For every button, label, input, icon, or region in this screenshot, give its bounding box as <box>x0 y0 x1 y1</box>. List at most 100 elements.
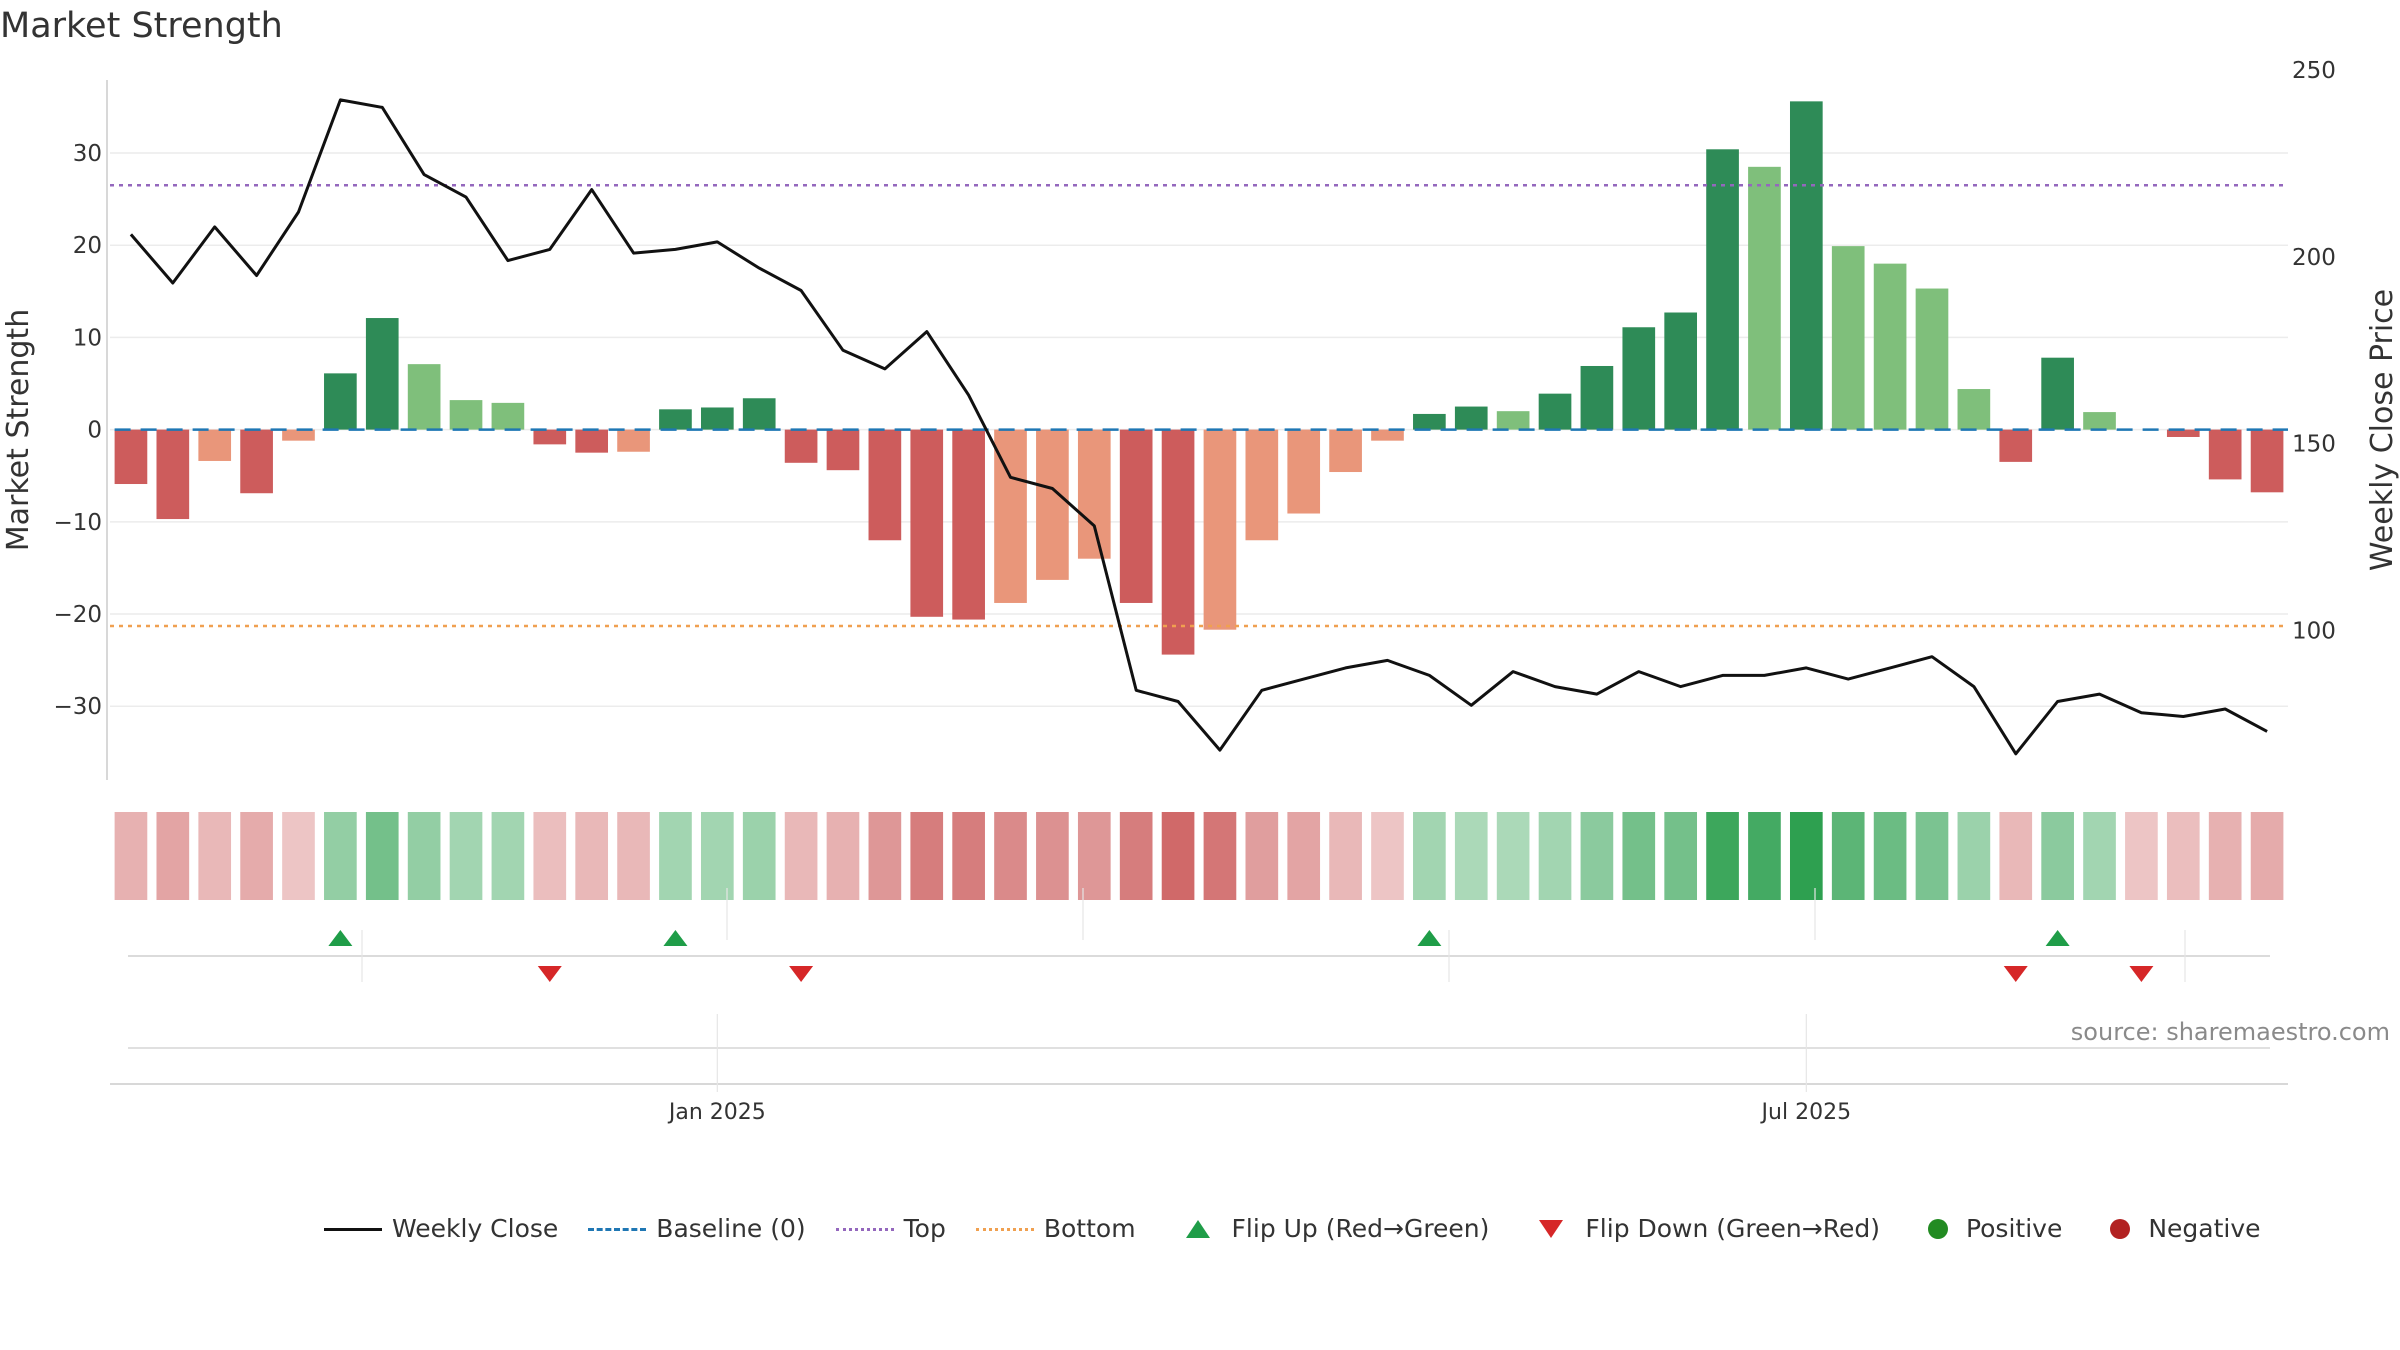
strength-bar <box>1371 429 1404 441</box>
heat-cell <box>1287 812 1321 900</box>
legend-label: Baseline (0) <box>656 1214 806 1243</box>
heat-cell <box>952 812 985 900</box>
strength-bar <box>449 400 483 430</box>
y-tick-label: 30 <box>73 141 102 167</box>
heat-cell <box>2125 812 2158 900</box>
strength-bar <box>1999 429 2033 462</box>
strength-bar <box>2208 429 2242 480</box>
legend-label: Weekly Close <box>392 1214 559 1243</box>
strength-bar <box>1329 429 1362 473</box>
strength-bar <box>826 429 860 471</box>
heat-cell <box>994 812 1027 900</box>
strength-bar <box>2041 357 2074 430</box>
legend-item-top[interactable]: Top <box>832 1214 946 1243</box>
heat-cell <box>868 812 902 900</box>
heat-cell <box>2250 812 2284 900</box>
strength-bar <box>868 429 902 541</box>
strength-bar <box>1789 101 1823 430</box>
reference-lines <box>110 184 2288 628</box>
flip-up-marker <box>328 930 353 946</box>
legend-item-flip-down[interactable]: Flip Down (Green→Red) <box>1515 1214 1880 1243</box>
heat-cell <box>1245 812 1279 900</box>
y2-tick-label: 100 <box>2292 619 2336 645</box>
heat-cell <box>1161 812 1195 900</box>
strength-bar <box>533 429 567 445</box>
strength-bar <box>1036 429 1069 580</box>
flip-up-marker <box>1417 930 1442 946</box>
heat-cell <box>1329 812 1362 900</box>
legend-item-bottom[interactable]: Bottom <box>972 1214 1136 1243</box>
heat-cell <box>2083 812 2116 900</box>
heat-cell <box>1119 812 1153 900</box>
strength-bar <box>1077 429 1111 559</box>
flip-up-marker <box>663 930 688 946</box>
strength-bar <box>2166 429 2200 437</box>
strength-bar <box>1203 429 1237 630</box>
legend-item-positive[interactable]: Positive <box>1906 1214 2062 1243</box>
heat-cell <box>533 812 567 900</box>
strength-bar <box>1413 413 1446 430</box>
legend-dotted-line-icon <box>832 1219 894 1239</box>
chart-title: Market Strength <box>0 6 283 46</box>
legend-item-weekly-close[interactable]: Weekly Close <box>320 1214 558 1243</box>
heat-cell <box>1999 812 2033 900</box>
strength-heatmap-strip <box>114 812 2284 900</box>
strength-bar <box>198 429 232 461</box>
heat-cell <box>282 812 315 900</box>
legend-label: Negative <box>2148 1214 2261 1243</box>
heat-cell <box>156 812 190 900</box>
strength-bar <box>2250 429 2284 493</box>
strength-bar <box>1915 288 1949 430</box>
heat-cell <box>198 812 232 900</box>
y-tick-label: −30 <box>53 694 102 720</box>
strength-bar <box>156 429 190 520</box>
source-credit: source: sharemaestro.com <box>2070 1018 2390 1046</box>
y2-axis-title: Weekly Close Price <box>2365 289 2400 571</box>
heat-cell <box>1664 812 1698 900</box>
heat-cell <box>449 812 483 900</box>
strength-bar <box>1119 429 1153 603</box>
heat-cell <box>1873 812 1907 900</box>
legend-label: Top <box>903 1214 946 1243</box>
legend-item-negative[interactable]: Negative <box>2088 1214 2261 1243</box>
strength-bar <box>1873 263 1907 430</box>
legend-label: Flip Up (Red→Green) <box>1231 1214 1490 1243</box>
triangle-up-icon <box>1185 1219 1210 1238</box>
strength-bar <box>365 318 399 430</box>
heat-cell <box>910 812 944 900</box>
strength-bar <box>1831 246 1865 430</box>
heat-cell <box>1203 812 1237 900</box>
y2-tick-label: 150 <box>2292 432 2336 458</box>
y-tick-label: 10 <box>73 325 102 351</box>
strength-bar <box>407 364 441 430</box>
weekly-close-line <box>129 98 2268 756</box>
y-tick-label: 20 <box>73 233 102 259</box>
heat-cell <box>1622 812 1656 900</box>
y-tick-label: −10 <box>53 510 102 536</box>
flip-down-marker <box>537 966 562 982</box>
legend-item-baseline[interactable]: Baseline (0) <box>584 1214 806 1243</box>
y-tick-label: −20 <box>53 602 102 628</box>
heat-cell <box>2208 812 2242 900</box>
x-tick-label: Jan 2025 <box>667 1100 766 1125</box>
flip-down-marker <box>2003 966 2028 982</box>
heat-cell <box>324 812 357 900</box>
heat-cell <box>1538 812 1572 900</box>
heat-cell <box>240 812 273 900</box>
strength-bar <box>324 373 357 430</box>
strength-bar <box>1245 429 1279 541</box>
heat-cell <box>1371 812 1404 900</box>
legend-dashed-line-icon <box>584 1219 647 1239</box>
strength-bar <box>240 429 273 494</box>
weekly-close-series <box>129 98 2268 756</box>
y-axis-title: Market Strength <box>1 309 36 551</box>
flip-down-marker <box>2129 966 2154 982</box>
heat-cell <box>1036 812 1069 900</box>
heat-cell <box>575 812 609 900</box>
heat-cell <box>365 812 399 900</box>
legend-label: Bottom <box>1043 1214 1136 1243</box>
legend-item-flip-up[interactable]: Flip Up (Red→Green) <box>1162 1214 1490 1243</box>
legend-line-icon <box>320 1219 382 1239</box>
